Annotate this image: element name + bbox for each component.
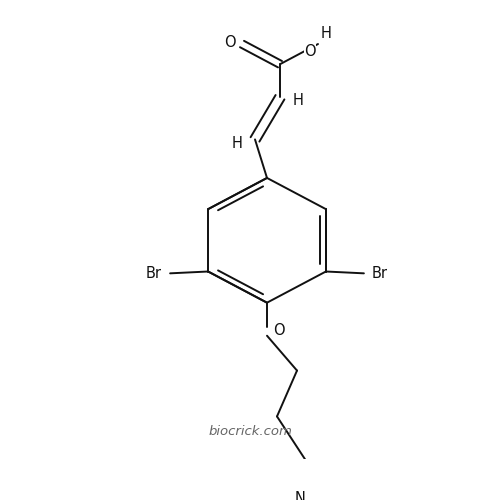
Text: H: H: [320, 26, 332, 40]
Text: Br: Br: [146, 266, 162, 281]
Text: O: O: [304, 44, 316, 59]
Text: O: O: [273, 322, 285, 338]
Text: H: H: [292, 94, 304, 108]
Text: H: H: [232, 136, 242, 150]
Text: biocrick.com: biocrick.com: [208, 424, 292, 438]
Text: O: O: [224, 34, 236, 50]
Text: N: N: [294, 492, 306, 500]
Text: Br: Br: [372, 266, 388, 281]
